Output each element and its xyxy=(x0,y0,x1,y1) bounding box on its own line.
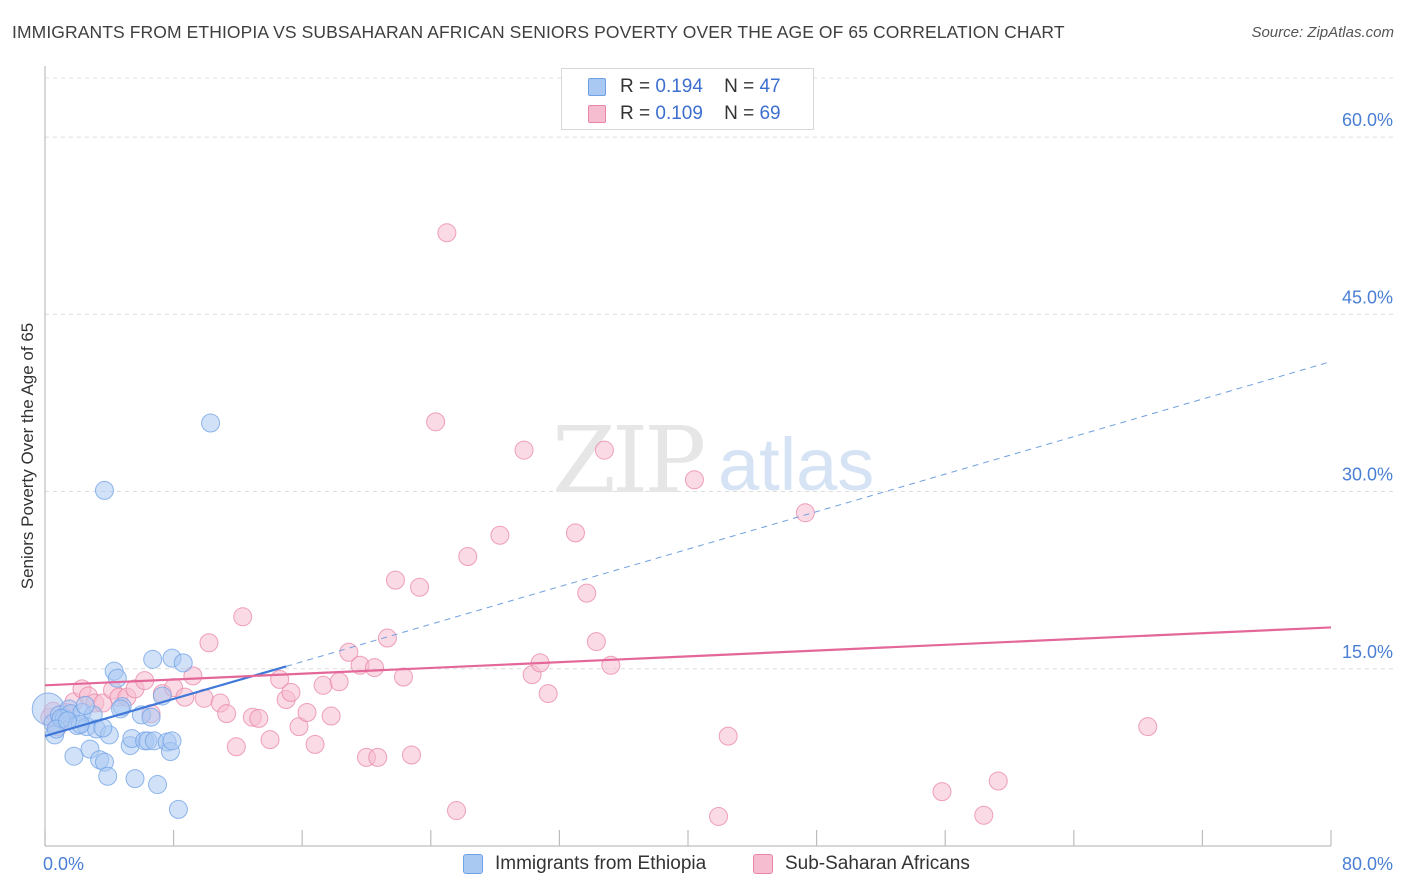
point-immigrants-from-ethiopia xyxy=(168,799,188,819)
point-sub-saharan-africans xyxy=(289,717,309,737)
point-sub-saharan-africans xyxy=(297,702,317,722)
point-sub-saharan-africans xyxy=(974,805,994,825)
watermark: ZIP atlas xyxy=(552,407,874,514)
bottom-legend-label-subsaharan: Sub-Saharan Africans xyxy=(785,853,970,874)
point-sub-saharan-africans xyxy=(932,782,952,802)
point-sub-saharan-africans xyxy=(339,642,359,662)
tick-labels: 15.0% 30.0% 45.0% 60.0% 0.0% 80.0% xyxy=(43,110,1393,874)
legend-swatch-subsaharan xyxy=(588,105,606,123)
point-sub-saharan-africans xyxy=(490,525,510,545)
point-immigrants-from-ethiopia xyxy=(125,769,145,789)
point-sub-saharan-africans xyxy=(385,570,405,590)
point-immigrants-from-ethiopia xyxy=(173,653,193,673)
legend-r-value: 0.194 xyxy=(655,76,703,97)
point-sub-saharan-africans xyxy=(538,684,558,704)
legend-r-label: R = xyxy=(620,103,651,124)
y-tick-label: 45.0% xyxy=(1342,287,1393,307)
point-sub-saharan-africans xyxy=(368,747,388,767)
point-sub-saharan-africans xyxy=(329,672,349,692)
point-sub-saharan-africans xyxy=(594,440,614,460)
point-sub-saharan-africans xyxy=(410,577,430,597)
watermark-atlas: atlas xyxy=(718,423,874,506)
point-immigrants-from-ethiopia xyxy=(162,731,182,751)
point-sub-saharan-africans xyxy=(199,633,219,653)
legend-n-value: 69 xyxy=(759,103,781,124)
point-immigrants-from-ethiopia xyxy=(141,707,161,727)
chart-title: IMMIGRANTS FROM ETHIOPIA VS SUBSAHARAN A… xyxy=(12,22,1065,42)
point-immigrants-from-ethiopia xyxy=(107,668,127,688)
point-sub-saharan-africans xyxy=(260,730,280,750)
series-immigrants-from-ethiopia xyxy=(31,413,221,819)
x-tick-label: 80.0% xyxy=(1342,854,1393,874)
point-immigrants-from-ethiopia xyxy=(148,775,168,795)
point-sub-saharan-africans xyxy=(718,726,738,746)
point-immigrants-from-ethiopia xyxy=(143,649,163,669)
bottom-legend-swatch-subsaharan xyxy=(753,854,773,874)
point-sub-saharan-africans xyxy=(437,223,457,243)
point-sub-saharan-africans xyxy=(565,523,585,543)
point-sub-saharan-africans xyxy=(175,687,195,707)
legend-n-value: 47 xyxy=(759,76,781,97)
point-sub-saharan-africans xyxy=(183,666,203,686)
watermark-zip: ZIP xyxy=(552,407,703,514)
point-sub-saharan-africans xyxy=(458,547,478,567)
point-sub-saharan-africans xyxy=(321,706,341,726)
trend-line-ethiopia xyxy=(44,665,287,738)
point-immigrants-from-ethiopia xyxy=(98,766,118,786)
legend-r-label: R = xyxy=(620,76,651,97)
point-sub-saharan-africans xyxy=(709,806,729,826)
trend-lines xyxy=(44,361,1332,738)
point-sub-saharan-africans xyxy=(281,682,301,702)
point-sub-saharan-africans xyxy=(365,658,385,678)
point-sub-saharan-africans xyxy=(217,704,237,724)
point-sub-saharan-africans xyxy=(577,583,597,603)
trend-line-subsaharan xyxy=(44,626,1332,687)
point-sub-saharan-africans xyxy=(305,734,325,754)
point-sub-saharan-africans xyxy=(393,667,413,687)
source-label: Source: ZipAtlas.com xyxy=(1251,24,1394,41)
trend-line-ethiopia-extrapolated xyxy=(285,361,1332,667)
point-sub-saharan-africans xyxy=(226,737,246,757)
point-sub-saharan-africans xyxy=(586,632,606,652)
legend-n-label: N = xyxy=(724,76,755,97)
y-tick-label: 15.0% xyxy=(1342,642,1393,662)
point-sub-saharan-africans xyxy=(249,708,269,728)
bottom-legend-label-ethiopia: Immigrants from Ethiopia xyxy=(495,853,707,874)
point-immigrants-from-ethiopia xyxy=(94,480,114,500)
point-sub-saharan-africans xyxy=(795,503,815,523)
point-immigrants-from-ethiopia xyxy=(64,746,84,766)
point-sub-saharan-africans xyxy=(402,745,422,765)
correlation-legend: R = 0.194 N = 47 R = 0.109 N = 69 xyxy=(561,68,814,130)
point-sub-saharan-africans xyxy=(514,440,534,460)
grid-lines xyxy=(45,77,1395,670)
point-sub-saharan-africans xyxy=(988,771,1008,791)
y-axis-label: Seniors Poverty Over the Age of 65 xyxy=(18,322,37,590)
axes xyxy=(44,66,1332,847)
point-sub-saharan-africans xyxy=(1138,717,1158,737)
point-sub-saharan-africans xyxy=(377,628,397,648)
y-tick-label: 60.0% xyxy=(1342,110,1393,130)
point-immigrants-from-ethiopia xyxy=(201,413,221,433)
legend-n-label: N = xyxy=(724,103,755,124)
point-sub-saharan-africans xyxy=(313,675,333,695)
point-sub-saharan-africans xyxy=(447,801,467,821)
bottom-legend-swatch-ethiopia xyxy=(463,854,483,874)
point-sub-saharan-africans xyxy=(684,470,704,490)
x-tick-label: 0.0% xyxy=(43,854,84,874)
point-sub-saharan-africans xyxy=(426,412,446,432)
point-sub-saharan-africans xyxy=(233,607,253,627)
legend-r-value: 0.109 xyxy=(655,103,703,124)
point-immigrants-from-ethiopia xyxy=(75,695,95,715)
legend-swatch-ethiopia xyxy=(588,78,606,96)
y-tick-label: 30.0% xyxy=(1342,465,1393,485)
